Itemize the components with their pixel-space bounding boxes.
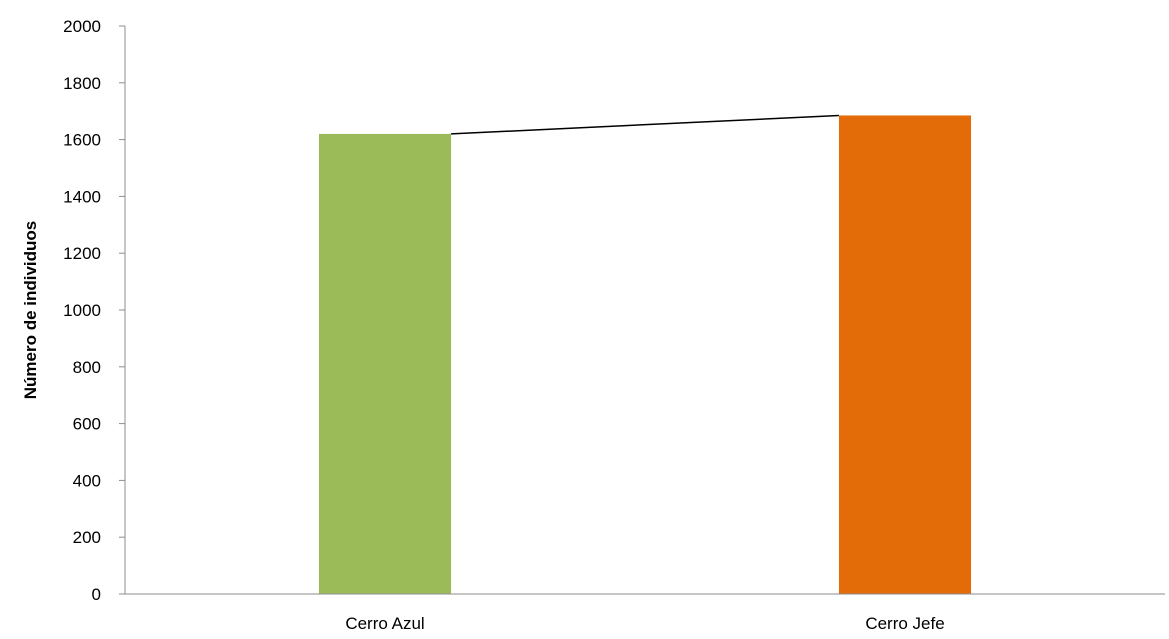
y-tick-label: 1800 bbox=[63, 74, 101, 93]
y-tick-label: 1000 bbox=[63, 301, 101, 320]
y-axis-ticks: 0 200 400 600 800 1000 1200 1400 1600 1800 2000 bbox=[63, 17, 125, 604]
y-tick-label: 800 bbox=[73, 358, 101, 377]
y-tick-label: 400 bbox=[73, 471, 101, 490]
bar-cerro-jefe bbox=[838, 115, 972, 595]
bars bbox=[318, 115, 972, 595]
x-category-label: Cerro Azul bbox=[345, 614, 424, 633]
y-tick-label: 600 bbox=[73, 415, 101, 434]
y-tick-label: 0 bbox=[92, 585, 101, 604]
y-tick-label: 2000 bbox=[63, 17, 101, 36]
connector-line-group bbox=[451, 114, 839, 135]
y-tick-label: 1200 bbox=[63, 244, 101, 263]
y-axis-title: Número de individuos bbox=[21, 221, 40, 400]
x-category-label: Cerro Jefe bbox=[865, 614, 944, 633]
bar-cerro-azul bbox=[318, 133, 452, 595]
y-tick-label: 200 bbox=[73, 528, 101, 547]
x-axis-labels: Cerro Azul Cerro Jefe bbox=[345, 614, 944, 633]
y-tick-label: 1600 bbox=[63, 131, 101, 150]
series-connector-line bbox=[451, 114, 839, 135]
y-tick-label: 1400 bbox=[63, 187, 101, 206]
